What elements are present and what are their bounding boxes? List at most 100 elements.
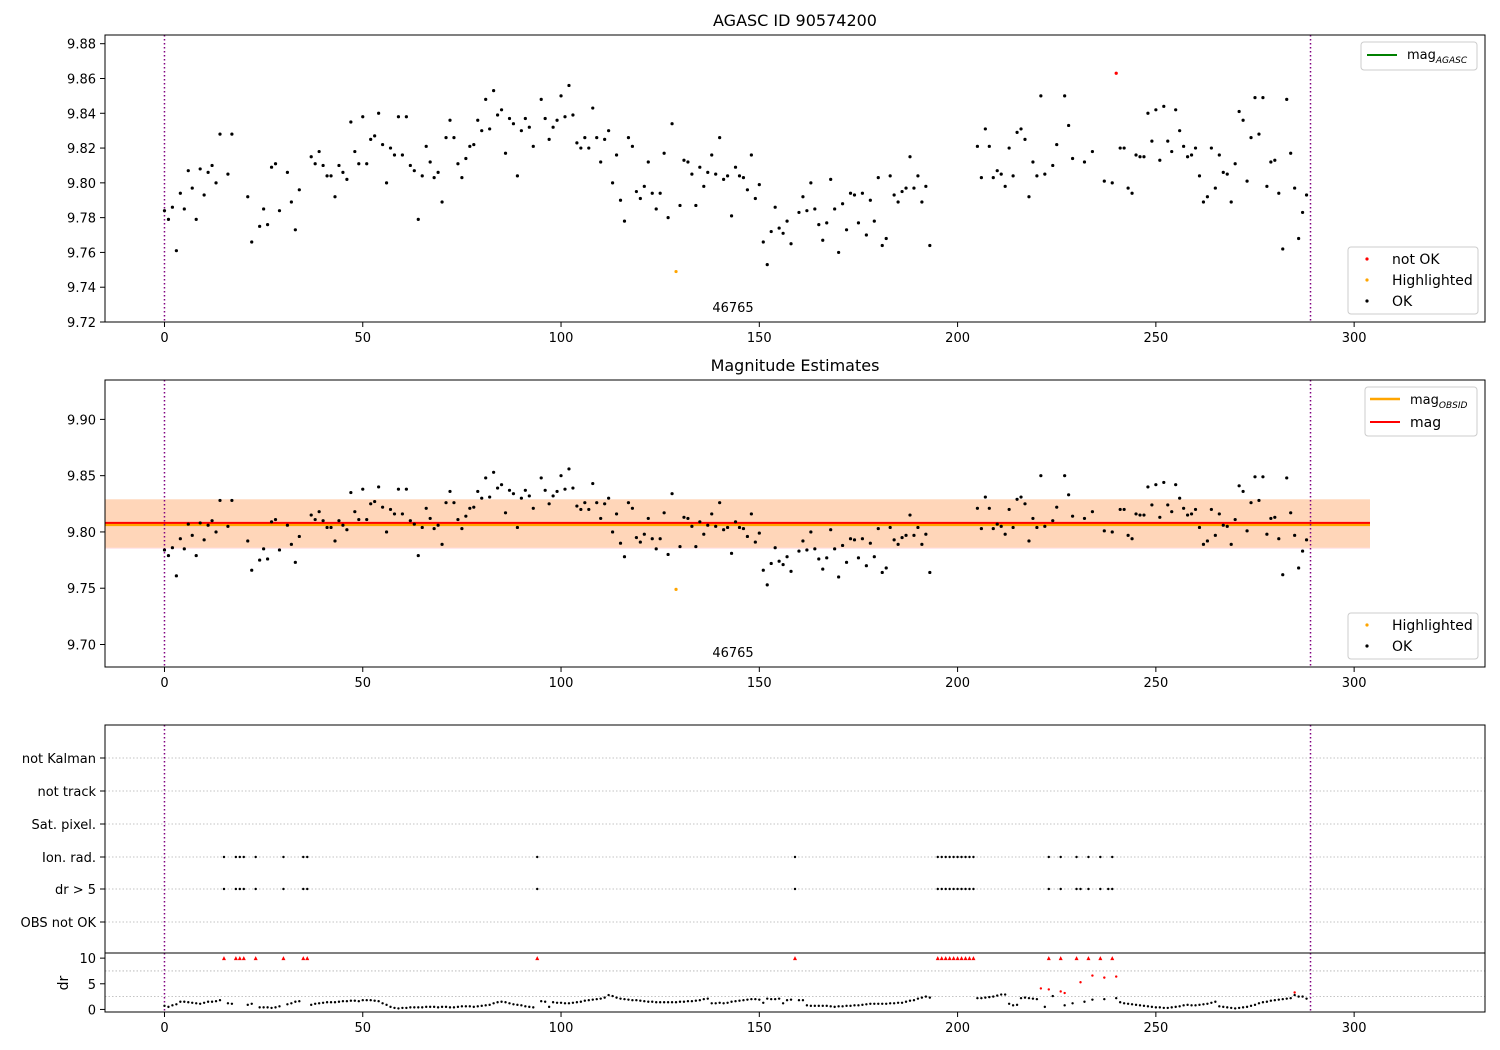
- data-point: [975, 144, 980, 148]
- data-point: [765, 583, 769, 587]
- dr-point: [1190, 1004, 1193, 1007]
- data-point: [1241, 118, 1245, 122]
- data-point: [1035, 174, 1039, 178]
- dr-flag-marker: [947, 956, 952, 961]
- data-point: [1027, 195, 1031, 199]
- x-axis: 0 50 100 150 200 250 300: [160, 322, 1367, 346]
- data-point: [825, 221, 829, 225]
- dr-point: [1019, 996, 1023, 1000]
- dr-point: [766, 997, 769, 1000]
- data-point: [1015, 497, 1019, 501]
- data-point: [1082, 160, 1087, 164]
- data-point: [658, 537, 662, 541]
- y-tick-label: 9.84: [67, 107, 96, 122]
- flag-row-label: not Kalman: [22, 752, 96, 767]
- x-tick-label: 200: [945, 1021, 970, 1036]
- data-point: [876, 526, 880, 531]
- flag-markers: [222, 855, 1114, 891]
- dr-point: [270, 1006, 273, 1010]
- dr-point: [559, 1001, 563, 1004]
- data-point: [262, 547, 266, 551]
- data-point: [753, 540, 757, 544]
- dr-point: [1031, 997, 1035, 1000]
- dr-point: [730, 1000, 733, 1003]
- data-point: [583, 501, 587, 505]
- data-point: [499, 108, 504, 112]
- dr-point: [258, 1006, 261, 1009]
- data-point: [729, 214, 734, 218]
- y-tick-label: 5: [88, 978, 96, 993]
- dr-point: [167, 1005, 170, 1009]
- data-point: [265, 557, 270, 561]
- y-axis: 9.70 9.75 9.80 9.85 9.90: [67, 413, 105, 653]
- data-point: [297, 188, 301, 192]
- data-point: [1138, 513, 1142, 517]
- data-point: [698, 520, 702, 524]
- data-point: [801, 195, 805, 199]
- dr-point: [1285, 997, 1288, 1000]
- dr-point: [1305, 997, 1308, 1000]
- data-point: [583, 136, 587, 140]
- data-point: [361, 115, 365, 119]
- data-point: [492, 470, 496, 474]
- data-point: [202, 538, 206, 542]
- dr-point-flagged: [1293, 991, 1296, 994]
- dr-point: [1249, 1004, 1253, 1008]
- data-point: [353, 149, 357, 154]
- data-point: [369, 137, 373, 141]
- data-point: [1154, 108, 1158, 112]
- dr-point: [1003, 993, 1007, 996]
- data-point: [785, 555, 789, 559]
- dr-point: [504, 1001, 507, 1004]
- data-point: [178, 537, 182, 541]
- data-point: [392, 512, 397, 516]
- dr-point: [885, 1002, 888, 1005]
- data-point: [265, 222, 270, 227]
- dr-point: [428, 1005, 432, 1009]
- data-point: [924, 532, 928, 536]
- data-point: [1118, 507, 1122, 512]
- data-point: [880, 570, 884, 575]
- data-point: [837, 575, 841, 579]
- dr-point: [639, 999, 642, 1002]
- dr-point: [1130, 1003, 1134, 1006]
- flag-marker: [254, 887, 257, 891]
- dr-point: [464, 1005, 468, 1008]
- data-point: [1257, 132, 1261, 136]
- dr-point: [409, 1006, 412, 1009]
- dr-point: [171, 1004, 174, 1007]
- dr-point: [750, 997, 753, 1001]
- data-point: [789, 569, 793, 573]
- data-point: [285, 170, 290, 175]
- data-point: [844, 560, 849, 564]
- data-point: [622, 219, 627, 223]
- dr-point: [195, 1002, 198, 1005]
- x-tick-label: 0: [160, 331, 168, 346]
- data-point: [1102, 179, 1106, 183]
- dr-point: [1146, 1005, 1150, 1008]
- flag-row-label: OBS not OK: [21, 916, 97, 931]
- dr-point: [857, 1004, 860, 1007]
- dr-point: [393, 1006, 396, 1010]
- data-point: [904, 186, 908, 190]
- data-point: [1237, 109, 1241, 114]
- data-point: [1245, 529, 1249, 533]
- dr-point: [575, 1001, 579, 1004]
- y-tick-label: 9.82: [67, 142, 96, 157]
- data-point: [1031, 516, 1035, 521]
- data-point: [1158, 515, 1162, 519]
- data-point: [805, 548, 809, 552]
- data-point: [460, 526, 464, 531]
- data-point: [325, 174, 329, 178]
- dr-point: [250, 1002, 253, 1005]
- data-point: [1039, 94, 1043, 98]
- data-point: [789, 242, 793, 246]
- data-point: [313, 517, 317, 522]
- dr-point: [1035, 997, 1039, 1001]
- dr-point: [1206, 1002, 1209, 1005]
- data-point: [995, 169, 999, 173]
- data-point: [186, 169, 190, 173]
- dr-point: [678, 1000, 682, 1003]
- data-point: [1031, 160, 1035, 164]
- data-point: [654, 547, 658, 551]
